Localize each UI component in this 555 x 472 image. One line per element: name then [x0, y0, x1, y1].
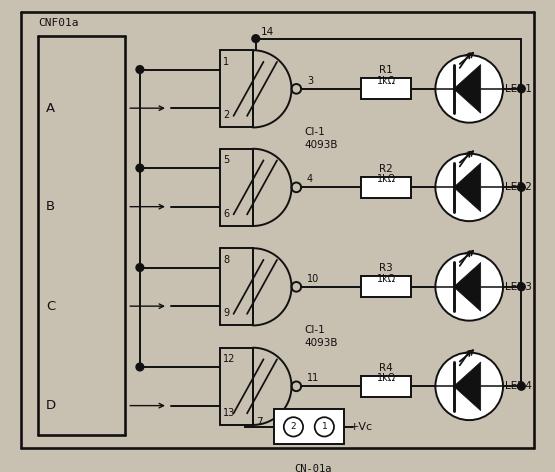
- Text: 6: 6: [223, 209, 229, 219]
- Text: 3: 3: [307, 76, 313, 86]
- Text: CI-1
4093B: CI-1 4093B: [304, 126, 337, 150]
- Text: LED2: LED2: [505, 182, 532, 193]
- Text: C: C: [46, 300, 56, 312]
- Text: 1kΩ: 1kΩ: [377, 373, 396, 383]
- Text: 11: 11: [307, 373, 319, 383]
- Text: 2: 2: [223, 110, 229, 120]
- Text: A: A: [46, 101, 56, 115]
- Text: CI-1
4093B: CI-1 4093B: [304, 325, 337, 348]
- Text: 1: 1: [223, 57, 229, 67]
- Text: 5: 5: [223, 155, 229, 165]
- Text: 7: 7: [256, 417, 263, 427]
- Polygon shape: [453, 362, 481, 411]
- Text: 8: 8: [223, 254, 229, 265]
- Bar: [287, 460, 330, 472]
- Text: B: B: [46, 200, 56, 213]
- Text: 9: 9: [223, 308, 229, 318]
- Circle shape: [436, 353, 503, 420]
- Polygon shape: [453, 163, 481, 212]
- Text: 13: 13: [223, 407, 235, 418]
- Text: CNF01a: CNF01a: [38, 18, 79, 28]
- Text: 14: 14: [261, 27, 274, 37]
- Text: R2: R2: [379, 164, 393, 174]
- Circle shape: [517, 283, 525, 291]
- Bar: [361, 177, 411, 198]
- Text: 1kΩ: 1kΩ: [377, 274, 396, 284]
- Polygon shape: [453, 65, 481, 113]
- Text: LED1: LED1: [505, 84, 532, 94]
- Circle shape: [436, 55, 503, 123]
- Circle shape: [436, 153, 503, 221]
- Text: CN-01a: CN-01a: [294, 464, 331, 472]
- Circle shape: [136, 66, 144, 74]
- Circle shape: [436, 253, 503, 320]
- Circle shape: [252, 35, 260, 42]
- Text: R1: R1: [379, 65, 393, 76]
- Text: +Vc: +Vc: [350, 422, 372, 432]
- Text: LED3: LED3: [505, 282, 532, 292]
- Circle shape: [517, 382, 525, 390]
- Circle shape: [517, 85, 525, 93]
- Text: R3: R3: [379, 263, 393, 273]
- Bar: [361, 376, 411, 397]
- Text: 2: 2: [291, 422, 296, 431]
- Text: 1kΩ: 1kΩ: [377, 175, 396, 185]
- Text: LED4: LED4: [505, 381, 532, 391]
- Text: R4: R4: [379, 363, 393, 373]
- Circle shape: [517, 184, 525, 191]
- Text: D: D: [46, 399, 56, 412]
- Bar: [361, 78, 411, 100]
- Text: 1kΩ: 1kΩ: [377, 76, 396, 86]
- Circle shape: [136, 264, 144, 271]
- Circle shape: [136, 363, 144, 371]
- Bar: [274, 410, 344, 444]
- Text: 12: 12: [223, 354, 235, 364]
- Bar: [361, 276, 411, 297]
- Polygon shape: [453, 262, 481, 311]
- Text: 10: 10: [307, 274, 319, 284]
- Text: 1: 1: [321, 422, 327, 431]
- Circle shape: [136, 164, 144, 172]
- Text: 4: 4: [307, 175, 313, 185]
